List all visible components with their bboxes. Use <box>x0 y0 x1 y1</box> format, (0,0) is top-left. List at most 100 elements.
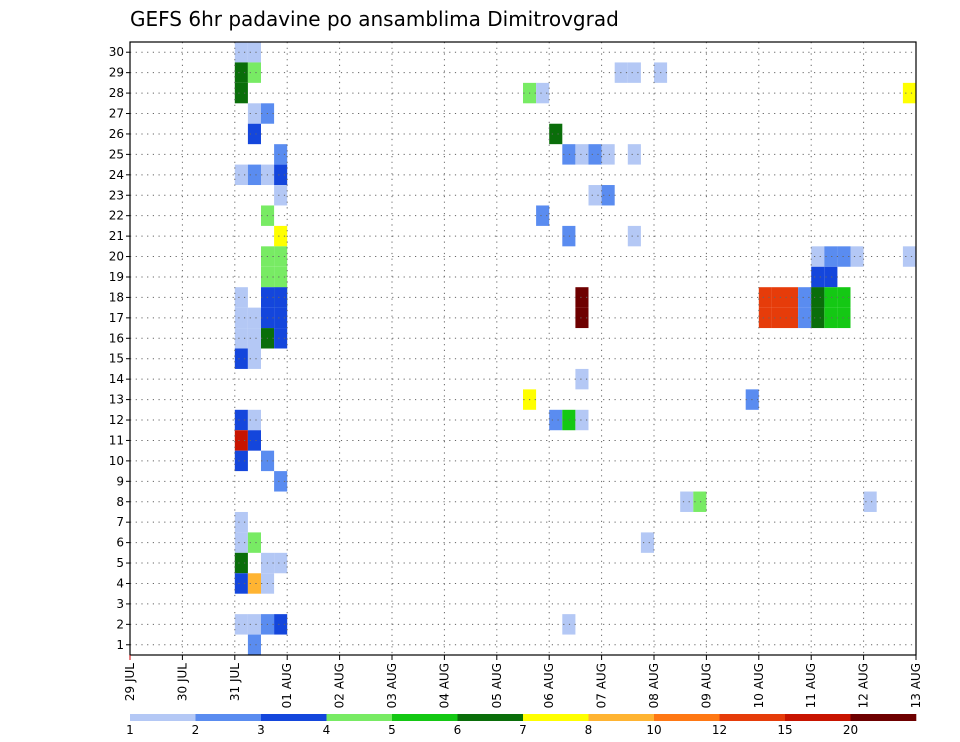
heatmap-cell <box>247 573 261 594</box>
y-tick-label: 15 <box>109 352 124 366</box>
heatmap-cell <box>811 287 825 308</box>
heatmap-cell <box>680 491 694 512</box>
y-tick-label: 4 <box>116 576 124 590</box>
x-tick-label: 06 AUG <box>542 663 556 708</box>
x-tick-label: 04 AUG <box>437 663 451 708</box>
y-tick-label: 28 <box>109 86 124 100</box>
y-tick-label: 17 <box>109 311 124 325</box>
heatmap-cell <box>758 287 772 308</box>
heatmap-cell <box>588 144 602 165</box>
heatmap-cell <box>274 307 288 329</box>
heatmap-cell <box>234 532 248 553</box>
x-tick-label: 30 JUL <box>175 663 189 701</box>
legend-label: 2 <box>192 723 200 737</box>
legend-swatch <box>850 714 917 721</box>
heatmap-cell <box>274 246 288 267</box>
heatmap-cell <box>234 573 248 594</box>
heatmap-cell <box>549 123 563 145</box>
heatmap-cell <box>234 328 248 349</box>
y-axis: 1234567891011121314151617181920212223242… <box>109 45 130 652</box>
legend-label: 1 <box>126 723 134 737</box>
legend-swatch <box>785 714 851 721</box>
heatmap-cell <box>902 246 916 267</box>
heatmap-cell <box>562 409 576 431</box>
x-tick-label: 29 JUL <box>123 663 137 701</box>
y-tick-label: 27 <box>109 107 124 121</box>
heatmap-cell <box>274 614 288 635</box>
heatmap-cell <box>247 348 261 369</box>
heatmap-cell <box>562 225 576 247</box>
heatmap-cell <box>234 511 248 533</box>
heatmap-cell <box>274 164 288 186</box>
legend-label: 20 <box>843 723 858 737</box>
heatmap-cell <box>824 287 838 308</box>
heatmap-cell <box>902 82 916 104</box>
heatmap-cell <box>247 42 261 63</box>
heatmap-cell <box>234 164 248 186</box>
y-tick-label: 24 <box>109 168 124 182</box>
legend-label: 8 <box>585 723 593 737</box>
x-tick-label: 12 AUG <box>857 663 871 708</box>
heatmap-cell <box>234 62 248 83</box>
heatmap-cell <box>274 552 288 574</box>
heatmap-cell <box>811 266 825 288</box>
legend-swatch <box>654 714 720 721</box>
heatmap-cell <box>588 185 602 206</box>
heatmap-cell <box>247 123 261 145</box>
heatmap-cell <box>562 614 576 635</box>
x-tick-label: 08 AUG <box>647 663 661 708</box>
heatmap-cell <box>575 368 589 390</box>
y-tick-label: 29 <box>109 66 124 80</box>
heatmap-cell <box>247 62 261 83</box>
legend-swatch <box>588 714 655 721</box>
x-tick-label: 13 AUG <box>909 663 923 708</box>
heatmap-cell <box>758 307 772 329</box>
heatmap-cell <box>549 409 563 431</box>
heatmap-cell <box>247 634 261 655</box>
x-tick-label: 09 AUG <box>699 663 713 708</box>
heatmap-cell <box>798 307 812 329</box>
legend-swatch <box>719 714 786 721</box>
color-legend: 1 2 3 4 5 6 7 8 10 12 15 20 <box>126 714 917 737</box>
heatmap-cell <box>247 307 261 329</box>
heatmap-cell <box>575 409 589 431</box>
heatmap-cell <box>627 62 641 83</box>
heatmap-cell <box>811 246 825 267</box>
chart-title: GEFS 6hr padavine po ansamblima Dimitrov… <box>130 7 619 31</box>
y-tick-label: 1 <box>116 638 124 652</box>
legend-label: 4 <box>323 723 331 737</box>
heatmap-cell <box>247 409 261 431</box>
heatmap-cell <box>274 266 288 288</box>
heatmap-cell <box>850 246 864 267</box>
legend-swatch <box>261 714 327 721</box>
heatmap-cell <box>234 552 248 574</box>
y-tick-label: 23 <box>109 188 124 202</box>
y-tick-label: 9 <box>116 474 124 488</box>
legend-label: 7 <box>519 723 527 737</box>
y-tick-label: 21 <box>109 229 124 243</box>
legend-swatch <box>392 714 458 721</box>
heatmap-cell <box>234 42 248 63</box>
heatmap-cell <box>274 471 288 492</box>
heatmap-cell <box>601 144 615 165</box>
heatmap-cell <box>562 144 576 165</box>
heatmap-cell <box>601 185 615 206</box>
heatmap-cell <box>575 287 589 308</box>
heatmap-cell <box>247 103 261 124</box>
heatmap-cell <box>863 491 877 512</box>
y-tick-label: 19 <box>109 270 124 284</box>
heatmap-cell <box>234 307 248 329</box>
x-tick-label: 10 AUG <box>752 663 766 708</box>
y-tick-label: 3 <box>116 597 124 611</box>
heatmap-cell <box>627 144 641 165</box>
heatmap-cell <box>824 307 838 329</box>
heatmap-cell <box>771 287 785 308</box>
x-tick-label: 01 AUG <box>280 663 294 708</box>
y-tick-label: 8 <box>116 495 124 509</box>
y-tick-label: 18 <box>109 290 124 304</box>
heatmap-cell <box>837 246 851 267</box>
x-tick-label: 03 AUG <box>385 663 399 708</box>
heatmap-cell <box>627 225 641 247</box>
legend-swatch <box>457 714 524 721</box>
